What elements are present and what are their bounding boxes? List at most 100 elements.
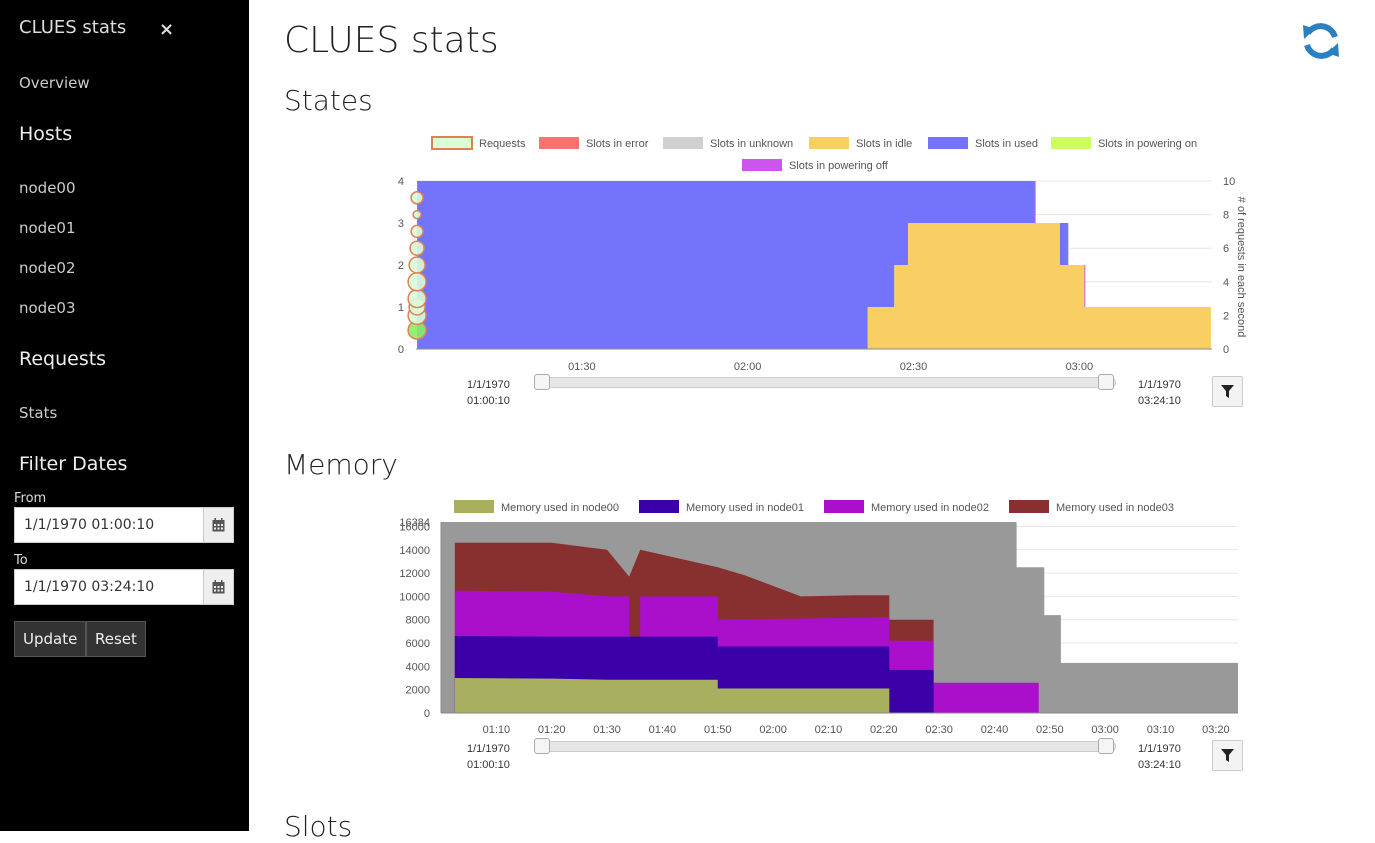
sidebar-item-node00[interactable]: node00 xyxy=(19,179,76,197)
y2-tick-label-6: 6 xyxy=(1223,243,1229,255)
y-tick-label-6000: 6000 xyxy=(406,638,430,650)
sidebar-title: CLUES stats xyxy=(19,17,126,38)
x-tick-label-03-10: 03:10 xyxy=(1147,724,1175,736)
y-tick-label-8000: 8000 xyxy=(406,615,430,627)
legend-swatch-slots-in-unknown xyxy=(663,137,703,149)
memory-range-start-handle[interactable] xyxy=(534,738,550,754)
x-tick-label-02-00: 02:00 xyxy=(759,724,787,736)
states-range-start-handle[interactable] xyxy=(534,374,550,390)
requests-point xyxy=(409,257,425,273)
legend-swatch-memory-used-in-node00 xyxy=(454,500,494,513)
legend-swatch-slots-in-used xyxy=(928,137,968,149)
sidebar-item-node03[interactable]: node03 xyxy=(19,299,76,317)
memory-range-end-date: 1/1/1970 xyxy=(1138,741,1181,757)
x-tick-label-02-40: 02:40 xyxy=(981,724,1009,736)
x-tick-label-02-50: 02:50 xyxy=(1036,724,1064,736)
series-slots-in-used-gap xyxy=(1060,223,1068,265)
section-title-states: States xyxy=(284,84,373,117)
from-date-field xyxy=(14,507,234,543)
x-tick-label-01-30: 01:30 xyxy=(593,724,621,736)
legend-label-memory-used-in-node02: Memory used in node02 xyxy=(871,502,989,514)
states-range-slider[interactable] xyxy=(540,377,1116,388)
requests-point xyxy=(408,290,426,308)
states-filter-button[interactable] xyxy=(1212,376,1243,407)
requests-point xyxy=(411,192,423,204)
memory-chart: Memory used in node00 Memory used in node… xyxy=(380,494,1260,740)
sidebar-header-requests: Requests xyxy=(19,348,106,370)
y-tick-label-3: 3 xyxy=(398,218,404,230)
memory-range-end: 1/1/1970 03:24:10 xyxy=(1138,741,1181,773)
section-title-memory: Memory xyxy=(284,448,398,481)
series-slots-in-idle xyxy=(868,223,1211,349)
memory-range-start-time: 01:00:10 xyxy=(467,757,510,773)
from-calendar-button[interactable] xyxy=(203,508,233,542)
sidebar-item-node02[interactable]: node02 xyxy=(19,259,76,277)
sidebar-item-node01[interactable]: node01 xyxy=(19,219,76,237)
legend-label-slots-in-powering-on: Slots in powering on xyxy=(1098,138,1197,150)
y-tick-label-1: 1 xyxy=(398,302,404,314)
legend-swatch-slots-in-powering-on xyxy=(1051,137,1091,149)
calendar-icon xyxy=(212,580,225,594)
calendar-icon xyxy=(212,518,225,532)
legend-label-requests: Requests xyxy=(479,138,526,150)
x-tick-label-03-00: 03:00 xyxy=(1066,361,1094,373)
x-tick-label-02-30: 02:30 xyxy=(925,724,953,736)
requests-point xyxy=(413,211,421,219)
legend-swatch-slots-in-powering-off xyxy=(742,159,782,171)
reset-button[interactable]: Reset xyxy=(86,621,146,657)
states-range-start-time: 01:00:10 xyxy=(467,393,510,409)
filter-icon xyxy=(1221,749,1234,762)
memory-range-end-time: 03:24:10 xyxy=(1138,757,1181,773)
x-tick-label-03-20: 03:20 xyxy=(1202,724,1230,736)
sidebar-item-overview[interactable]: Overview xyxy=(19,74,90,92)
legend-swatch-slots-in-idle xyxy=(809,137,849,149)
legend-label-slots-in-idle: Slots in idle xyxy=(856,138,912,150)
requests-point xyxy=(410,241,424,255)
memory-range-slider[interactable] xyxy=(540,741,1116,752)
to-calendar-button[interactable] xyxy=(203,570,233,604)
legend-swatch-requests xyxy=(432,137,472,149)
y-tick-label-10000: 10000 xyxy=(399,591,430,603)
memory-range-end-handle[interactable] xyxy=(1098,738,1114,754)
legend-swatch-memory-used-in-node03 xyxy=(1009,500,1049,513)
y2-tick-label-10: 10 xyxy=(1223,176,1235,188)
sidebar-header-hosts: Hosts xyxy=(19,123,72,145)
legend-label-memory-used-in-node01: Memory used in node01 xyxy=(686,502,804,514)
legend-label-slots-in-error: Slots in error xyxy=(586,138,649,150)
states-range-end-date: 1/1/1970 xyxy=(1138,377,1181,393)
to-date-input[interactable] xyxy=(15,570,203,604)
y2-tick-label-4: 4 xyxy=(1223,277,1229,289)
to-date-field xyxy=(14,569,234,605)
x-tick-label-02-20: 02:20 xyxy=(870,724,898,736)
y-tick-label-4000: 4000 xyxy=(406,661,430,673)
legend-label-slots-in-powering-off: Slots in powering off xyxy=(789,160,889,172)
y2-tick-label-2: 2 xyxy=(1223,310,1229,322)
x-tick-label-01-10: 01:10 xyxy=(483,724,511,736)
y2-tick-label-0: 0 xyxy=(1223,344,1229,356)
legend-label-memory-used-in-node00: Memory used in node00 xyxy=(501,502,619,514)
y2-axis-label: # of requests in each second xyxy=(1235,197,1247,338)
requests-point xyxy=(408,273,426,291)
x-tick-label-01-50: 01:50 xyxy=(704,724,732,736)
states-range-end-time: 03:24:10 xyxy=(1138,393,1181,409)
close-sidebar-button[interactable]: × xyxy=(159,19,174,40)
refresh-icon[interactable] xyxy=(1300,20,1342,62)
y-tick-label-16384: 16384 xyxy=(399,517,430,529)
from-date-input[interactable] xyxy=(15,508,203,542)
states-chart: Requests Slots in error Slots in unknown Sl… xyxy=(380,128,1260,378)
memory-range-start: 1/1/1970 01:00:10 xyxy=(467,741,510,773)
x-tick-label-02-30: 02:30 xyxy=(900,361,928,373)
filter-icon xyxy=(1221,385,1234,398)
update-button[interactable]: Update xyxy=(14,621,86,657)
states-range-end-handle[interactable] xyxy=(1098,374,1114,390)
legend-swatch-memory-used-in-node02 xyxy=(824,500,864,513)
states-range-start-date: 1/1/1970 xyxy=(467,377,510,393)
y-tick-label-0: 0 xyxy=(424,708,430,720)
memory-range-start-date: 1/1/1970 xyxy=(467,741,510,757)
page-title: CLUES stats xyxy=(284,20,499,61)
y-tick-label-0: 0 xyxy=(398,344,404,356)
x-tick-label-02-00: 02:00 xyxy=(734,361,762,373)
memory-filter-button[interactable] xyxy=(1212,740,1243,771)
sidebar-item-stats[interactable]: Stats xyxy=(19,404,57,422)
x-tick-label-01-20: 01:20 xyxy=(538,724,566,736)
